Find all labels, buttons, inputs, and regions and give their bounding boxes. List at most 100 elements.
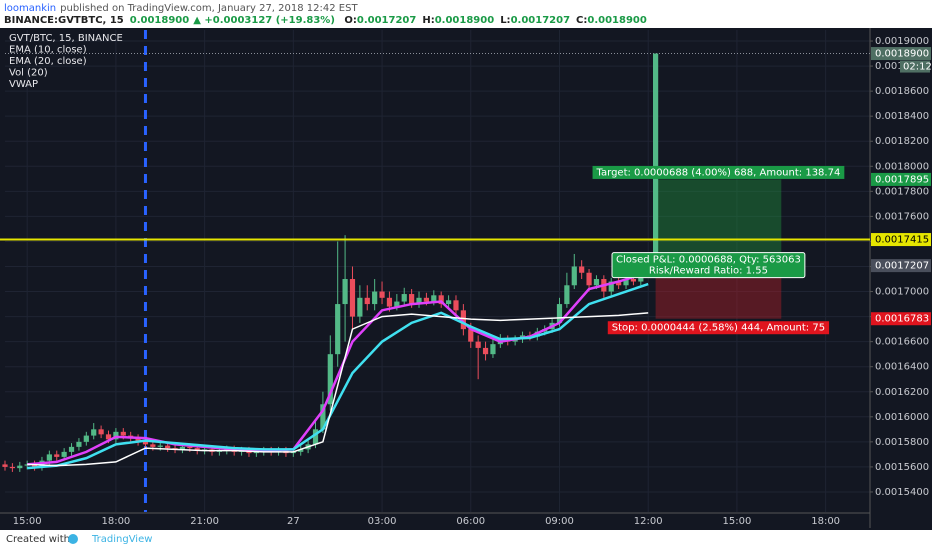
brand-icon [68, 534, 78, 544]
candle-body [571, 266, 577, 286]
indicator-line [27, 312, 649, 467]
candle-body [113, 431, 119, 440]
candle-body [409, 294, 415, 305]
x-tick-label: 06:00 [456, 516, 485, 527]
price-tag [871, 47, 931, 61]
indicator-line [27, 271, 649, 466]
x-tick-label: 21:00 [190, 516, 219, 527]
candle-body [372, 291, 378, 305]
y-tick-label: 0.0018600 [875, 86, 929, 97]
candle-body [298, 449, 304, 452]
candle-body [320, 404, 326, 430]
target-label-box [592, 165, 845, 179]
symbol-line: BINANCE:GVTBTC, 15 0.0018900 ▲ +0.0003127 … [4, 15, 647, 26]
candle-body [68, 446, 75, 452]
candle-body [76, 441, 82, 447]
candle-body [157, 445, 163, 447]
candle-body [349, 279, 356, 317]
y-tick-label: 0.0017600 [875, 211, 929, 222]
price-tag-label: 0.0017207 [875, 261, 929, 272]
y-tick-label: 0.0017800 [875, 186, 929, 197]
candle-body [327, 354, 333, 405]
candle-body [17, 465, 23, 469]
candle-body [416, 297, 422, 305]
candle-body [105, 434, 112, 440]
x-tick-label: 03:00 [368, 516, 397, 527]
candle-body [445, 300, 452, 305]
candle-body [83, 435, 89, 442]
candle-body [586, 272, 592, 286]
legend-entry: GVT/BTC, 15, BINANCE [9, 33, 123, 44]
y-tick-label: 0.0016600 [875, 337, 929, 348]
candle-body [364, 297, 370, 305]
candle-body [438, 295, 444, 305]
ohlc-value: 0.0018900 [435, 15, 495, 26]
candle-body [460, 310, 466, 330]
candle-body [431, 295, 437, 302]
candle-body [165, 445, 171, 449]
author[interactable]: loomankin [4, 3, 56, 14]
footer-created: Created with [6, 534, 70, 545]
candle-body [386, 297, 393, 307]
price-tag [871, 312, 931, 326]
candle-body [91, 429, 97, 436]
candle-body [482, 347, 489, 355]
candle-body [46, 454, 52, 461]
candle-body [394, 301, 400, 307]
ohlc-value: 0.0017207 [511, 15, 571, 26]
candle-body [335, 304, 341, 355]
chart-bg [0, 28, 932, 530]
candle-body [179, 446, 186, 450]
candle-body [142, 441, 149, 445]
candle-body [593, 279, 600, 286]
x-tick-label: 15:00 [723, 516, 752, 527]
y-tick-label: 0.0019000 [875, 36, 929, 47]
y-tick-label: 0.0018000 [875, 161, 929, 172]
x-tick-label: 27 [287, 516, 300, 527]
candle-body [98, 429, 104, 435]
candle-body [135, 438, 141, 442]
ohlc-key: O: [344, 15, 357, 26]
x-tick-label: 12:00 [634, 516, 663, 527]
candle-body [630, 279, 637, 282]
y-tick-label: 0.0018200 [875, 136, 929, 147]
ohlc-key: C: [576, 15, 587, 26]
candle-body [623, 279, 629, 286]
candle-body [61, 451, 67, 457]
candle-body [150, 444, 156, 447]
change: ▲ +0.0003127 (+19.83%) [193, 15, 335, 26]
x-tick-label: 18:00 [101, 516, 130, 527]
ohlc-value: 0.0018900 [587, 15, 647, 26]
ohlc-value: 0.0017207 [357, 15, 417, 26]
candle-body [9, 466, 15, 469]
pnl-box [611, 252, 806, 279]
ohlc-key: H: [422, 15, 434, 26]
countdown: 02:12 [903, 62, 932, 73]
stop-label-box [607, 321, 830, 335]
candle-body [564, 285, 570, 305]
y-tick-label: 0.0015400 [875, 487, 929, 498]
footer-brand[interactable]: TradingView [91, 534, 152, 545]
candle-body [312, 429, 319, 445]
price-tag [871, 259, 931, 273]
x-tick-label: 09:00 [545, 516, 574, 527]
candle-body [342, 279, 348, 305]
y-tick-label: 0.0015800 [875, 437, 929, 448]
rr-label: Risk/Reward Ratio: 1.55 [649, 266, 768, 277]
candle-body [2, 464, 8, 467]
y-tick-label: 0.0016000 [875, 412, 929, 423]
candle-body [616, 281, 622, 286]
candle-body [453, 300, 459, 311]
legend-entry: EMA (10, close) [9, 45, 87, 56]
indicator-line [27, 282, 649, 470]
plot: 0.0015400 0.0015600 0.0015800 0.0016000 0.00… [0, 28, 932, 528]
candle-body [423, 297, 430, 302]
stop-label: Stop: 0.0000444 (2.58%) 444, Amount: 75 [612, 323, 825, 334]
candle-body [468, 329, 474, 342]
candle-body [54, 454, 60, 457]
candle-body [475, 341, 481, 348]
y-tick-label: 0.0018400 [875, 111, 929, 122]
candle-body [379, 291, 385, 298]
y-tick-label: 0.0015600 [875, 462, 929, 473]
